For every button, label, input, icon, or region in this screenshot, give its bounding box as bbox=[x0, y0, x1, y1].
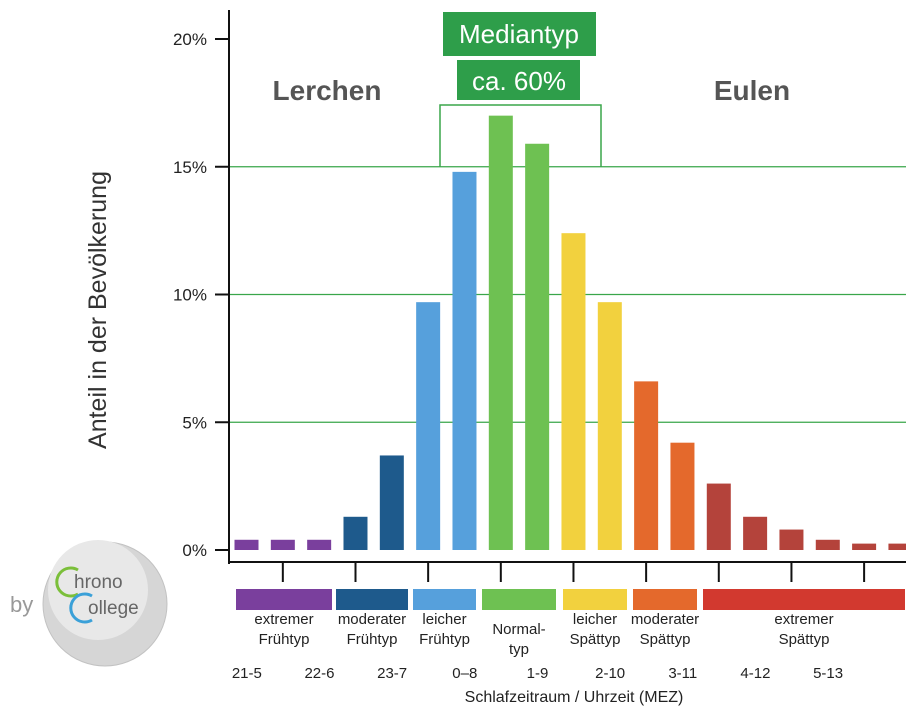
bar-7 bbox=[488, 115, 513, 551]
bar-1 bbox=[270, 539, 295, 550]
time-tick-labels: 21-5 22-6 23-7 0–8 1-9 2-10 3-11 4-12 5-13 bbox=[232, 665, 843, 682]
bars bbox=[234, 115, 906, 551]
time-tick-label: 22-6 bbox=[304, 665, 334, 682]
median-box-top bbox=[443, 12, 596, 56]
bar-13 bbox=[706, 483, 731, 550]
bar-10 bbox=[597, 302, 622, 550]
category-bar-6 bbox=[703, 589, 905, 610]
bar-0 bbox=[234, 539, 259, 550]
time-tick-label: 2-10 bbox=[595, 665, 625, 682]
median-label: Mediantyp bbox=[459, 19, 579, 49]
y-tick-label: 5% bbox=[182, 413, 207, 432]
bar-17 bbox=[852, 543, 877, 550]
category-label: leicher bbox=[422, 611, 466, 628]
logo-by-text: by bbox=[10, 592, 33, 617]
time-tick-label: 0–8 bbox=[452, 665, 477, 682]
category-label: extremer bbox=[254, 611, 313, 628]
y-tick-label: 20% bbox=[173, 30, 207, 49]
category-label: moderater bbox=[631, 611, 699, 628]
bar-11 bbox=[634, 381, 659, 550]
bar-16 bbox=[815, 539, 840, 550]
category-bar-3 bbox=[482, 589, 556, 610]
time-tick-label: 3-11 bbox=[668, 665, 697, 682]
chrono-college-logo: by hrono ollege bbox=[10, 540, 168, 667]
group-label-eulen: Eulen bbox=[714, 75, 790, 106]
time-tick-label: 4-12 bbox=[740, 665, 770, 682]
category-label: leicher bbox=[573, 611, 617, 628]
median-bracket bbox=[439, 104, 602, 167]
category-label: extremer bbox=[774, 611, 833, 628]
y-axis-label: Anteil in der Bevölkerung bbox=[84, 171, 112, 449]
y-tick-label: 10% bbox=[173, 286, 207, 305]
logo-ring-c2-icon bbox=[69, 592, 93, 624]
bar-14 bbox=[743, 516, 768, 550]
median-annotation: Mediantyp ca. 60% bbox=[439, 12, 602, 167]
category-bar-2 bbox=[413, 589, 476, 610]
axes bbox=[215, 10, 906, 582]
category-bar-4 bbox=[563, 589, 627, 610]
time-tick-label: 5-13 bbox=[813, 665, 843, 682]
category-bar-1 bbox=[336, 589, 408, 610]
bar-18 bbox=[888, 543, 906, 550]
bar-15 bbox=[779, 529, 804, 550]
category-label: Normal- bbox=[492, 621, 545, 638]
category-label: Frühtyp bbox=[259, 631, 310, 648]
logo-text-hrono: hrono bbox=[74, 572, 123, 593]
category-label: Spättyp bbox=[640, 631, 691, 648]
category-label: typ bbox=[509, 641, 529, 658]
y-tick-label: 0% bbox=[182, 541, 207, 560]
logo-text-ollege: ollege bbox=[88, 598, 139, 619]
category-label: Spättyp bbox=[570, 631, 621, 648]
category-labels: extremer Frühtyp moderater Frühtyp leicher Fr… bbox=[254, 611, 833, 658]
bar-5 bbox=[416, 302, 441, 550]
time-tick-label: 21-5 bbox=[232, 665, 262, 682]
bar-12 bbox=[670, 442, 695, 550]
bar-2 bbox=[307, 539, 332, 550]
category-color-bars bbox=[236, 589, 905, 610]
bar-4 bbox=[379, 455, 404, 550]
y-tick-labels: 0% 5% 10% 15% 20% bbox=[173, 30, 207, 560]
y-tick-label: 15% bbox=[173, 158, 207, 177]
time-tick-label: 1-9 bbox=[527, 665, 549, 682]
category-label: Frühtyp bbox=[347, 631, 398, 648]
bar-9 bbox=[561, 233, 586, 550]
median-percent: ca. 60% bbox=[472, 66, 566, 96]
logo-ring-c1-icon bbox=[55, 566, 79, 598]
category-label: Spättyp bbox=[779, 631, 830, 648]
group-label-lerchen: Lerchen bbox=[273, 75, 382, 106]
bar-3 bbox=[343, 516, 368, 550]
category-label: moderater bbox=[338, 611, 406, 628]
category-bar-0 bbox=[236, 589, 332, 610]
median-box-bottom bbox=[457, 60, 580, 100]
time-tick-label: 23-7 bbox=[377, 665, 407, 682]
x-axis-label: Schlafzeitraum / Uhrzeit (MEZ) bbox=[465, 689, 684, 706]
bar-6 bbox=[452, 171, 477, 551]
category-bar-5 bbox=[633, 589, 697, 610]
bar-8 bbox=[525, 143, 550, 550]
category-label: Frühtyp bbox=[419, 631, 470, 648]
